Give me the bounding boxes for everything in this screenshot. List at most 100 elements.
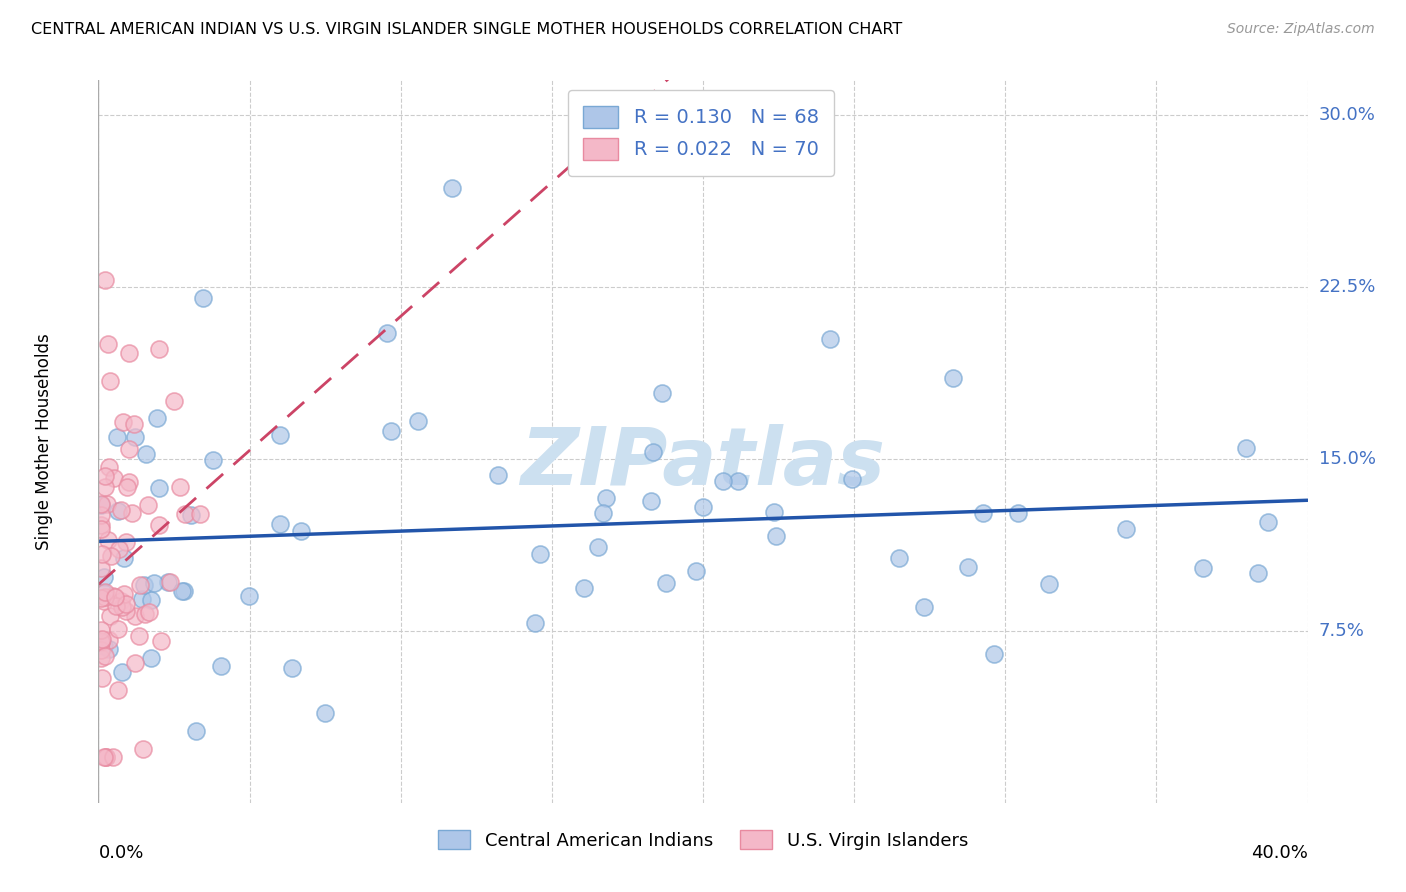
Point	[156, 575, 179, 590]
Point	[110, 503, 132, 517]
Point	[201, 452, 224, 467]
Point	[148, 481, 170, 495]
Text: Source: ZipAtlas.com: Source: ZipAtlas.com	[1227, 22, 1375, 37]
Point	[129, 578, 152, 592]
Text: 0.0%: 0.0%	[98, 845, 143, 863]
Point	[93, 750, 115, 764]
Point	[529, 547, 551, 561]
Point	[887, 550, 910, 565]
Point	[655, 576, 678, 591]
Point	[94, 648, 117, 663]
Point	[94, 585, 117, 599]
Point	[762, 505, 785, 519]
Point	[94, 480, 117, 494]
Point	[685, 565, 707, 579]
Point	[97, 632, 120, 647]
Text: ZIPatlas: ZIPatlas	[520, 425, 886, 502]
Point	[841, 472, 863, 486]
Point	[139, 592, 162, 607]
Point	[100, 549, 122, 563]
Point	[115, 535, 138, 549]
Point	[94, 469, 117, 483]
Point	[314, 706, 336, 721]
Point	[128, 629, 150, 643]
Point	[131, 742, 153, 756]
Point	[98, 374, 121, 388]
Point	[595, 491, 617, 505]
Point	[91, 632, 114, 646]
Point	[121, 507, 143, 521]
Point	[281, 660, 304, 674]
Point	[111, 599, 134, 614]
Point	[238, 589, 260, 603]
Point	[94, 750, 117, 764]
Point	[150, 633, 173, 648]
Point	[180, 508, 202, 523]
Text: Single Mother Households: Single Mother Households	[35, 334, 53, 549]
Point	[375, 326, 398, 340]
Point	[640, 494, 662, 508]
Point	[90, 497, 112, 511]
Point	[98, 608, 121, 623]
Point	[90, 517, 112, 532]
Point	[148, 342, 170, 356]
Point	[101, 589, 124, 603]
Point	[163, 394, 186, 409]
Point	[112, 415, 135, 429]
Point	[97, 533, 120, 548]
Point	[134, 607, 156, 621]
Point	[90, 634, 112, 648]
Point	[124, 430, 146, 444]
Point	[523, 615, 546, 630]
Point	[1257, 515, 1279, 529]
Point	[124, 656, 146, 670]
Point	[91, 547, 114, 561]
Legend: Central American Indians, U.S. Virgin Islanders: Central American Indians, U.S. Virgin Is…	[429, 822, 977, 859]
Point	[90, 508, 112, 522]
Point	[103, 750, 125, 764]
Point	[169, 480, 191, 494]
Point	[572, 581, 595, 595]
Point	[104, 590, 127, 604]
Point	[104, 599, 127, 613]
Point	[90, 522, 112, 536]
Point	[97, 337, 120, 351]
Point	[972, 506, 994, 520]
Point	[93, 639, 115, 653]
Point	[1007, 506, 1029, 520]
Point	[135, 447, 157, 461]
Point	[91, 671, 114, 685]
Point	[98, 459, 121, 474]
Point	[110, 594, 132, 608]
Text: 22.5%: 22.5%	[1319, 277, 1376, 296]
Point	[148, 518, 170, 533]
Point	[96, 497, 118, 511]
Point	[290, 524, 312, 538]
Point	[107, 622, 129, 636]
Point	[122, 417, 145, 431]
Text: CENTRAL AMERICAN INDIAN VS U.S. VIRGIN ISLANDER SINGLE MOTHER HOUSEHOLDS CORRELA: CENTRAL AMERICAN INDIAN VS U.S. VIRGIN I…	[31, 22, 903, 37]
Point	[124, 609, 146, 624]
Point	[692, 500, 714, 515]
Point	[1247, 566, 1270, 580]
Point	[107, 683, 129, 698]
Point	[912, 599, 935, 614]
Point	[1038, 577, 1060, 591]
Point	[90, 643, 112, 657]
Point	[211, 659, 233, 673]
Point	[956, 559, 979, 574]
Point	[138, 498, 160, 512]
Point	[441, 181, 464, 195]
Point	[269, 517, 291, 532]
Point	[90, 623, 112, 637]
Point	[112, 551, 135, 566]
Point	[96, 750, 118, 764]
Point	[486, 467, 509, 482]
Point	[170, 584, 193, 599]
Text: 40.0%: 40.0%	[1251, 845, 1308, 863]
Point	[115, 604, 138, 618]
Text: 30.0%: 30.0%	[1319, 105, 1375, 124]
Point	[107, 541, 129, 556]
Point	[727, 475, 749, 489]
Point	[94, 273, 117, 287]
